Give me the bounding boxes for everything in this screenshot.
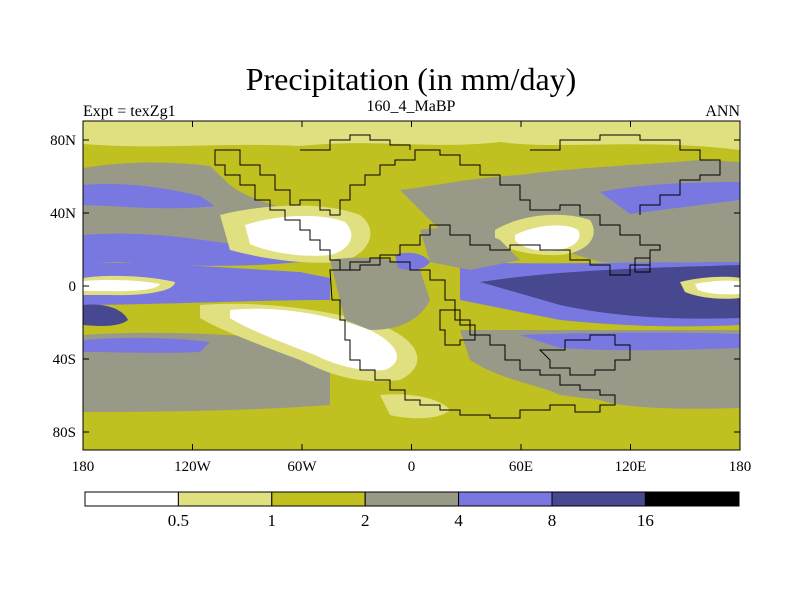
lat-label-80n: 80N (50, 133, 76, 149)
lon-label-0: 0 (408, 459, 416, 475)
land-gray-2 (420, 228, 520, 270)
colorbar-label-2: 2 (361, 511, 370, 530)
arctic-pale-band (83, 121, 740, 150)
east-dry-white (695, 280, 740, 295)
colorbar-label-0.5: 0.5 (168, 511, 189, 530)
colorbar-box-0.5-1 (177, 491, 273, 507)
longitude-labels: 180 120W 60W 0 60E 120E 180 (72, 459, 752, 475)
equatorial-dark-blue (480, 265, 740, 319)
north-landmass-outline (214, 149, 661, 276)
lon-label-120w: 120W (174, 459, 212, 475)
lon-label-180w: 180 (72, 459, 95, 475)
land-gray-1 (330, 257, 430, 330)
lon-label-60e: 60E (509, 459, 533, 475)
southwest-dark-blue (83, 304, 128, 326)
lon-label-180e: 180 (729, 459, 752, 475)
lon-label-60w: 60W (287, 459, 317, 475)
east-landmass-outline (530, 134, 721, 215)
precipitation-map (83, 121, 740, 450)
axis-ticks (82, 121, 741, 450)
colorbar-label-8: 8 (548, 511, 557, 530)
colorbar-box-2-4 (364, 491, 460, 507)
colorbar-label-1: 1 (268, 511, 277, 530)
north-coast-outline (300, 134, 411, 151)
colorbar-label-4: 4 (454, 511, 463, 530)
colorbar-box-gt-16 (644, 491, 740, 507)
figure-title: Precipitation (in mm/day) (246, 61, 577, 97)
south-storm-track (83, 337, 210, 353)
experiment-label: Expt = texZg1 (83, 103, 176, 120)
colorbar-box-lt-0.5 (84, 491, 179, 507)
southeast-outline (538, 334, 631, 376)
colorbar-box-8-16 (551, 491, 646, 507)
season-label: ANN (705, 103, 740, 120)
colorbar-box-4-8 (458, 491, 553, 507)
colorbar-box-1-2 (271, 491, 366, 507)
peninsula-outline (439, 309, 476, 346)
lat-label-eq: 0 (69, 279, 77, 295)
south-pacific-dry-white (230, 308, 397, 371)
antarctic-band (83, 412, 740, 450)
south-landmass-outline (329, 257, 616, 419)
land-blue-1 (395, 252, 430, 270)
south-storm-track-east (520, 332, 740, 351)
dateline-dry-white (83, 280, 160, 292)
colorbar-labels: 0.5 1 2 4 8 16 (168, 511, 654, 530)
lon-label-120e: 120E (615, 459, 647, 475)
north-pacific-dry-white (245, 215, 352, 256)
pacific-blue (83, 233, 300, 266)
colorbar (84, 491, 740, 507)
period-label: 160_4_MaBP (367, 98, 456, 115)
equatorial-blue (83, 262, 330, 305)
lat-label-80s: 80S (53, 425, 76, 441)
colorbar-label-16: 16 (637, 511, 654, 530)
lat-label-40s: 40S (53, 352, 76, 368)
lat-label-40n: 40N (50, 206, 76, 222)
island-outline (634, 257, 651, 273)
north-storm-track (83, 184, 215, 209)
continent-outlines (214, 134, 721, 419)
antarctic-pale-patch (380, 394, 450, 419)
latitude-labels: 80N 40N 0 40S 80S (50, 133, 76, 441)
north-storm-track-east (600, 182, 740, 214)
